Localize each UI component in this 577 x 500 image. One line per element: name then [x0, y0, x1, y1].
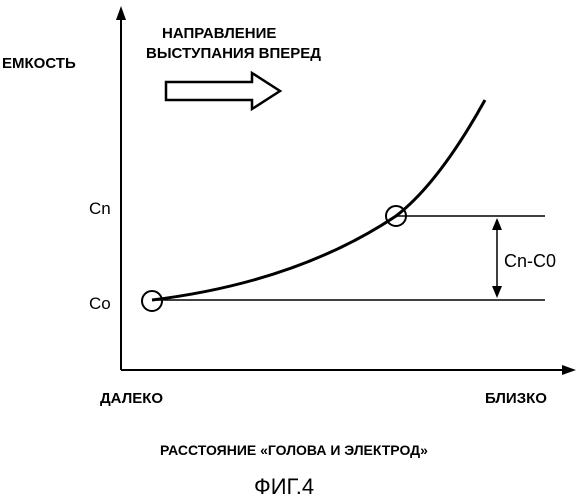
co-level-label: Co: [89, 294, 111, 313]
x-axis-arrow: [562, 365, 576, 375]
y-axis-label: ЕМКОСТЬ: [2, 55, 76, 72]
capacitance-curve: [152, 100, 485, 300]
x-axis-label: РАССТОЯНИЕ «ГОЛОВА И ЭЛЕКТРОД»: [160, 442, 428, 458]
x-right-label: БЛИЗКО: [485, 390, 547, 407]
direction-label-line1: НАПРАВЛЕНИЕ: [162, 25, 276, 42]
co-point-marker: [142, 291, 162, 311]
direction-label-line2: ВЫСТУПАНИЯ ВПЕРЕД: [146, 45, 321, 62]
difference-label: Cn-C0: [504, 251, 556, 271]
difference-arrow-bottom-head: [492, 286, 502, 298]
y-axis-arrow: [116, 6, 126, 20]
x-left-label: ДАЛЕКО: [100, 390, 163, 407]
cn-level-label: Cn: [89, 199, 111, 218]
difference-arrow-top-head: [492, 218, 502, 230]
direction-arrow: [166, 73, 280, 109]
figure-caption: ФИГ.4: [254, 474, 314, 499]
